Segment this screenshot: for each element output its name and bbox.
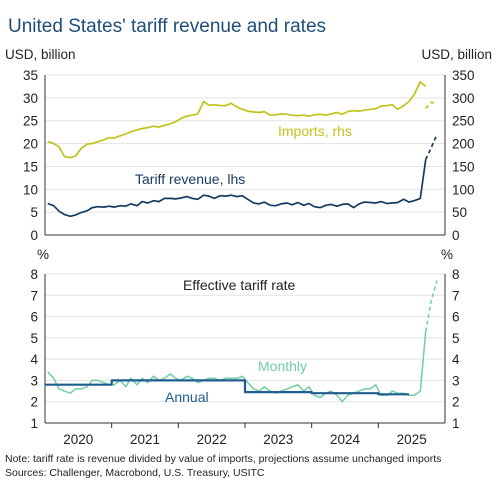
- tariff-revenue-projection-line: [424, 134, 438, 160]
- monthly-label: Monthly: [258, 358, 307, 374]
- upper-series: [47, 81, 438, 218]
- left-axis-unit-top: USD, billion: [5, 47, 76, 62]
- right-tick-label: 300: [452, 91, 475, 106]
- right-tick-label: 5: [452, 331, 460, 346]
- effective-tariff-rate-label: Effective tariff rate: [183, 277, 296, 293]
- annual-line: [45, 379, 409, 396]
- chart-sources: Sources: Challenger, Macrobond, U.S. Tre…: [5, 467, 265, 479]
- upper-gridlines: [44, 74, 446, 236]
- left-tick-label: 7: [30, 288, 38, 303]
- lower-gridlines: [44, 273, 446, 424]
- x-tick-label: 2021: [130, 432, 160, 447]
- imports-rhs-line: [47, 81, 427, 159]
- left-tick-label: 4: [30, 352, 38, 367]
- x-tick-label: 2023: [263, 432, 293, 447]
- lower-right-ticks: 1 2 3 4 5 6 7 8: [452, 267, 460, 431]
- left-tick-label: 8: [30, 267, 38, 282]
- right-tick-label: 2: [452, 395, 460, 410]
- left-tick-label: 15: [23, 159, 38, 174]
- upper-right-ticks: 0 50 100 150 200 250 300 350: [452, 68, 475, 243]
- left-tick-label: 2: [30, 395, 38, 410]
- right-tick-label: 1: [452, 416, 460, 431]
- right-tick-label: 6: [452, 310, 460, 325]
- right-tick-label: 350: [452, 68, 475, 83]
- annual-label: Annual: [165, 389, 209, 405]
- lower-left-ticks: 1 2 3 4 5 6 7 8: [30, 267, 38, 431]
- right-tick-label: 4: [452, 352, 460, 367]
- left-tick-label: 3: [30, 373, 38, 388]
- x-tick-label: 2025: [397, 432, 427, 447]
- left-tick-label: 35: [23, 68, 38, 83]
- tariff-revenue-label: Tariff revenue, lhs: [135, 171, 245, 187]
- right-tick-label: 200: [452, 137, 475, 152]
- right-tick-label: 100: [452, 182, 475, 197]
- chart-title: United States' tariff revenue and rates: [8, 16, 326, 37]
- left-tick-label: 10: [23, 182, 38, 197]
- left-tick-label: 30: [23, 91, 38, 106]
- lower-series: [45, 280, 438, 403]
- x-tick-label: 2020: [63, 432, 93, 447]
- right-axis-unit-top: USD, billion: [421, 47, 492, 62]
- right-tick-label: 3: [452, 373, 460, 388]
- chart-note: Note: tariff rate is revenue divided by …: [5, 453, 441, 465]
- upper-left-ticks: 0 5 10 15 20 25 30 35: [23, 68, 38, 243]
- monthly-line: [47, 331, 427, 403]
- left-tick-label: 20: [23, 137, 38, 152]
- tariff-revenue-lhs-line: [47, 159, 427, 218]
- right-tick-label: 250: [452, 114, 475, 129]
- upper-panel: USD, billion USD, billion 0 5 10 15 20 25 30 35…: [5, 47, 492, 243]
- monthly-projection-line: [424, 280, 438, 332]
- right-tick-label: 150: [452, 159, 475, 174]
- right-tick-label: 50: [452, 205, 467, 220]
- x-axis-ticks: 2020 2021 2022 2023 2024 2025: [63, 423, 427, 447]
- imports-projection-line: [425, 101, 438, 109]
- x-tick-label: 2022: [197, 432, 227, 447]
- lower-panel: % % 1 2 3 4 5 6 7 8 1 2 3 4 5 6 7 8 Effective tariff r…: [30, 247, 460, 447]
- left-tick-label: 6: [30, 310, 38, 325]
- right-tick-label: 8: [452, 267, 460, 282]
- right-tick-label: 0: [452, 228, 460, 243]
- x-tick-label: 2024: [330, 432, 361, 447]
- left-tick-label: 5: [30, 205, 38, 220]
- right-axis-unit-bottom: %: [441, 247, 453, 262]
- right-tick-label: 7: [452, 288, 460, 303]
- left-axis-unit-bottom: %: [37, 247, 49, 262]
- left-tick-label: 0: [30, 228, 38, 243]
- left-tick-label: 1: [30, 416, 38, 431]
- imports-label: Imports, rhs: [278, 123, 352, 139]
- left-tick-label: 5: [30, 331, 38, 346]
- left-tick-label: 25: [23, 114, 38, 129]
